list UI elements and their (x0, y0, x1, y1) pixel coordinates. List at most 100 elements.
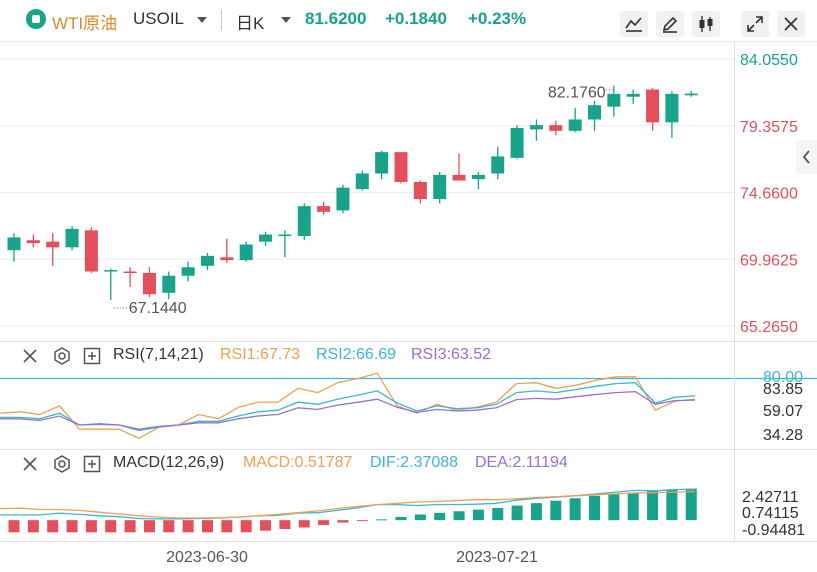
macd-histogram-bar (182, 520, 194, 533)
x-axis-border (0, 541, 817, 542)
macd-add-icon[interactable] (83, 455, 101, 473)
candle-body (336, 187, 350, 211)
side-panel-toggle[interactable] (796, 140, 817, 174)
symbol-logo-icon (26, 9, 46, 29)
candle-body (181, 267, 195, 276)
line-tool-button[interactable] (620, 11, 648, 37)
rsi-settings-icon[interactable] (53, 347, 71, 365)
candle-body (84, 230, 98, 272)
rsi-close-icon[interactable] (22, 348, 38, 364)
rsi-title: RSI(7,14,21) (113, 346, 204, 363)
macd-histogram-bar (240, 520, 252, 533)
candle-body (104, 270, 118, 272)
macd-histogram-bar (530, 503, 542, 521)
macd-histogram-bar (202, 520, 213, 533)
macd-histogram-bar (66, 520, 78, 533)
macd-histogram-bar (376, 519, 388, 521)
candle-body (7, 237, 21, 251)
x-axis-date-label: 2023-07-21 (456, 549, 538, 566)
macd-tick-label: -0.94481 (742, 522, 805, 539)
period-dropdown-chevron-icon[interactable] (281, 17, 291, 23)
rsi-tick-label: 80.00 (763, 369, 803, 386)
macd-histogram-bar (279, 520, 291, 530)
macd-histogram-bar (143, 520, 155, 533)
rsi-pane-border (0, 341, 817, 342)
macd-histogram-bar (666, 489, 678, 521)
candle-body (452, 174, 466, 181)
candle-body (626, 93, 640, 97)
candle-type-button[interactable] (692, 11, 720, 37)
dif-value: DIF:2.37088 (370, 454, 459, 471)
candle-body (142, 272, 156, 295)
macd-histogram-bar (550, 500, 562, 521)
macd-histogram-bar (608, 494, 620, 521)
macd-histogram-bar (298, 520, 310, 528)
rsi-indicator-header: RSI(7,14,21) RSI1:67.73 RSI2:66.69 RSI3:… (0, 345, 734, 367)
candle-body (375, 152, 389, 174)
candle-body (413, 181, 427, 200)
candle-body (26, 240, 40, 244)
dea-value: DEA:2.11194 (475, 454, 568, 471)
candle-body (510, 127, 524, 158)
candle-body (220, 257, 234, 261)
macd-histogram-bar (492, 508, 504, 521)
rsi-tick-label: 59.07 (763, 403, 803, 420)
macd-histogram-bar (163, 520, 175, 533)
macd-histogram-bar (589, 495, 600, 521)
macd-close-icon[interactable] (22, 456, 38, 472)
candle-body (491, 156, 505, 174)
rsi-line-rsi3 (0, 390, 696, 430)
macd-histogram-bar (124, 520, 136, 533)
rsi-tick-label: 34.28 (763, 427, 803, 444)
macd-title: MACD(12,26,9) (113, 454, 225, 471)
symbol-name[interactable]: WTI原油 (52, 14, 118, 33)
last-price: 81.6200 (305, 9, 367, 28)
rsi-line-rsi2 (0, 382, 696, 432)
rsi1-value: RSI1:67.73 (220, 346, 301, 363)
candle-body (607, 93, 621, 107)
candle-body (684, 93, 698, 96)
close-button[interactable] (777, 11, 805, 37)
price-tick-label: 84.0550 (740, 52, 798, 69)
candle-body (665, 93, 679, 123)
y-axis-border (734, 42, 735, 542)
macd-histogram-bar (105, 520, 117, 533)
symbol-code[interactable]: USOIL (133, 9, 185, 28)
macd-settings-icon[interactable] (53, 455, 71, 473)
candle-body (65, 228, 79, 248)
candle-body (433, 174, 447, 200)
rsi3-value: RSI3:63.52 (411, 346, 492, 363)
candle-body (549, 125, 563, 131)
low-price-label: 67.1440 (129, 300, 187, 317)
candle-body (201, 255, 214, 266)
candle-body (588, 105, 601, 120)
candle-body (278, 234, 292, 237)
candle-body (317, 206, 331, 212)
candle-body (239, 244, 253, 261)
macd-tick-label: 2.42711 (742, 489, 799, 506)
macd-histogram-bar (434, 512, 446, 521)
chart-header: WTI原油 USOIL 日K 81.6200 +0.1840 +0.23% (0, 0, 817, 42)
fullscreen-button[interactable] (741, 11, 769, 37)
macd-histogram-bar (627, 492, 639, 521)
rsi-tick-label: 83.85 (763, 381, 803, 398)
macd-pane-border (0, 449, 817, 450)
period-selector[interactable]: 日K (236, 14, 265, 33)
draw-button[interactable] (656, 11, 684, 37)
symbol-dropdown-chevron-icon[interactable] (197, 17, 207, 23)
macd-histogram-bar (356, 520, 368, 522)
candle-body (529, 125, 543, 130)
macd-histogram-bar (395, 516, 407, 521)
macd-histogram-bar (453, 511, 465, 521)
price-change: +0.1840 (385, 9, 447, 28)
macd-histogram-bar (221, 520, 233, 533)
macd-histogram-bar (472, 509, 484, 521)
price-tick-label: 69.9625 (740, 252, 798, 269)
candle-body (162, 275, 176, 293)
candle-body (46, 241, 60, 248)
rsi-add-icon[interactable] (83, 347, 101, 365)
candle-type-icon (699, 16, 713, 32)
candle-body (123, 271, 137, 274)
macd-histogram-bar (685, 488, 697, 521)
